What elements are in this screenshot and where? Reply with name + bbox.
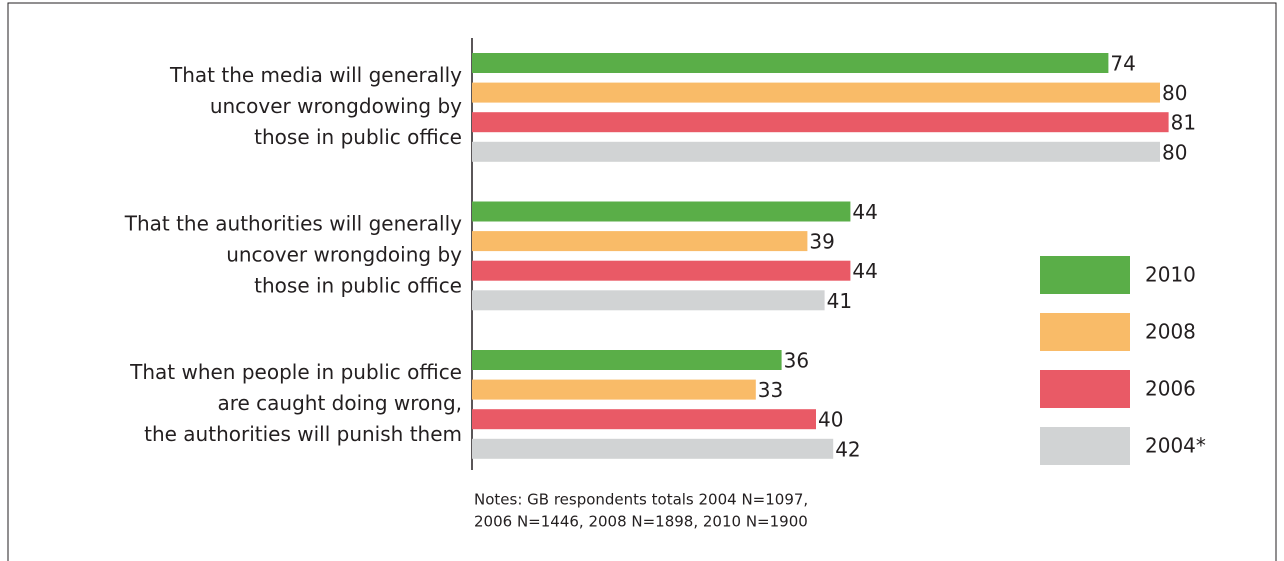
- note: 2006 N=1446, 2008 N=1898, 2010 N=1900: [474, 513, 808, 531]
- frame: [7, 2, 1277, 561]
- bar: [472, 53, 1109, 73]
- legend-label: 2006: [1145, 377, 1196, 401]
- category-label: uncover wrongdowing by: [210, 94, 462, 118]
- category-label: That the authorities will generally: [124, 211, 462, 235]
- note: Notes: GB respondents totals 2004 N=1097…: [474, 491, 808, 509]
- bar: [472, 438, 834, 459]
- legend-swatch: [1040, 370, 1130, 408]
- category-label: those in public office: [254, 273, 462, 297]
- bar: [472, 350, 782, 370]
- bar: [472, 260, 851, 281]
- bar: [472, 231, 808, 252]
- bar: [472, 112, 1169, 133]
- legend-swatch: [1040, 427, 1130, 465]
- value-label: 41: [827, 289, 852, 313]
- value-label: 36: [784, 349, 809, 373]
- bar: [472, 82, 1160, 103]
- value-label: 80: [1162, 81, 1187, 105]
- category-label: uncover wrongdoing by: [226, 242, 462, 266]
- category-label: That the media will generally: [169, 63, 462, 87]
- category-label: are caught doing wrong,: [217, 391, 462, 415]
- category-label: That when people in public office: [129, 360, 462, 384]
- category-label: the authorities will punish them: [144, 422, 462, 446]
- legend-label: 2004*: [1145, 434, 1206, 458]
- bar: [472, 379, 756, 400]
- value-label: 44: [852, 200, 877, 224]
- value-label: 42: [835, 437, 860, 461]
- value-label: 81: [1171, 111, 1196, 135]
- bar: [472, 201, 851, 222]
- value-label: 40: [818, 408, 843, 432]
- legend-swatch: [1040, 256, 1130, 294]
- bar: [472, 290, 825, 311]
- legend-label: 2010: [1145, 263, 1196, 287]
- value-label: 33: [758, 378, 783, 402]
- value-label: 74: [1110, 52, 1135, 76]
- legend-label: 2008: [1145, 320, 1196, 344]
- bar: [472, 409, 816, 430]
- legend-swatch: [1040, 313, 1130, 351]
- bar: [472, 141, 1160, 162]
- value-label: 44: [852, 259, 877, 283]
- value-label: 80: [1162, 140, 1187, 164]
- value-label: 39: [809, 230, 834, 254]
- category-label: those in public office: [254, 125, 462, 149]
